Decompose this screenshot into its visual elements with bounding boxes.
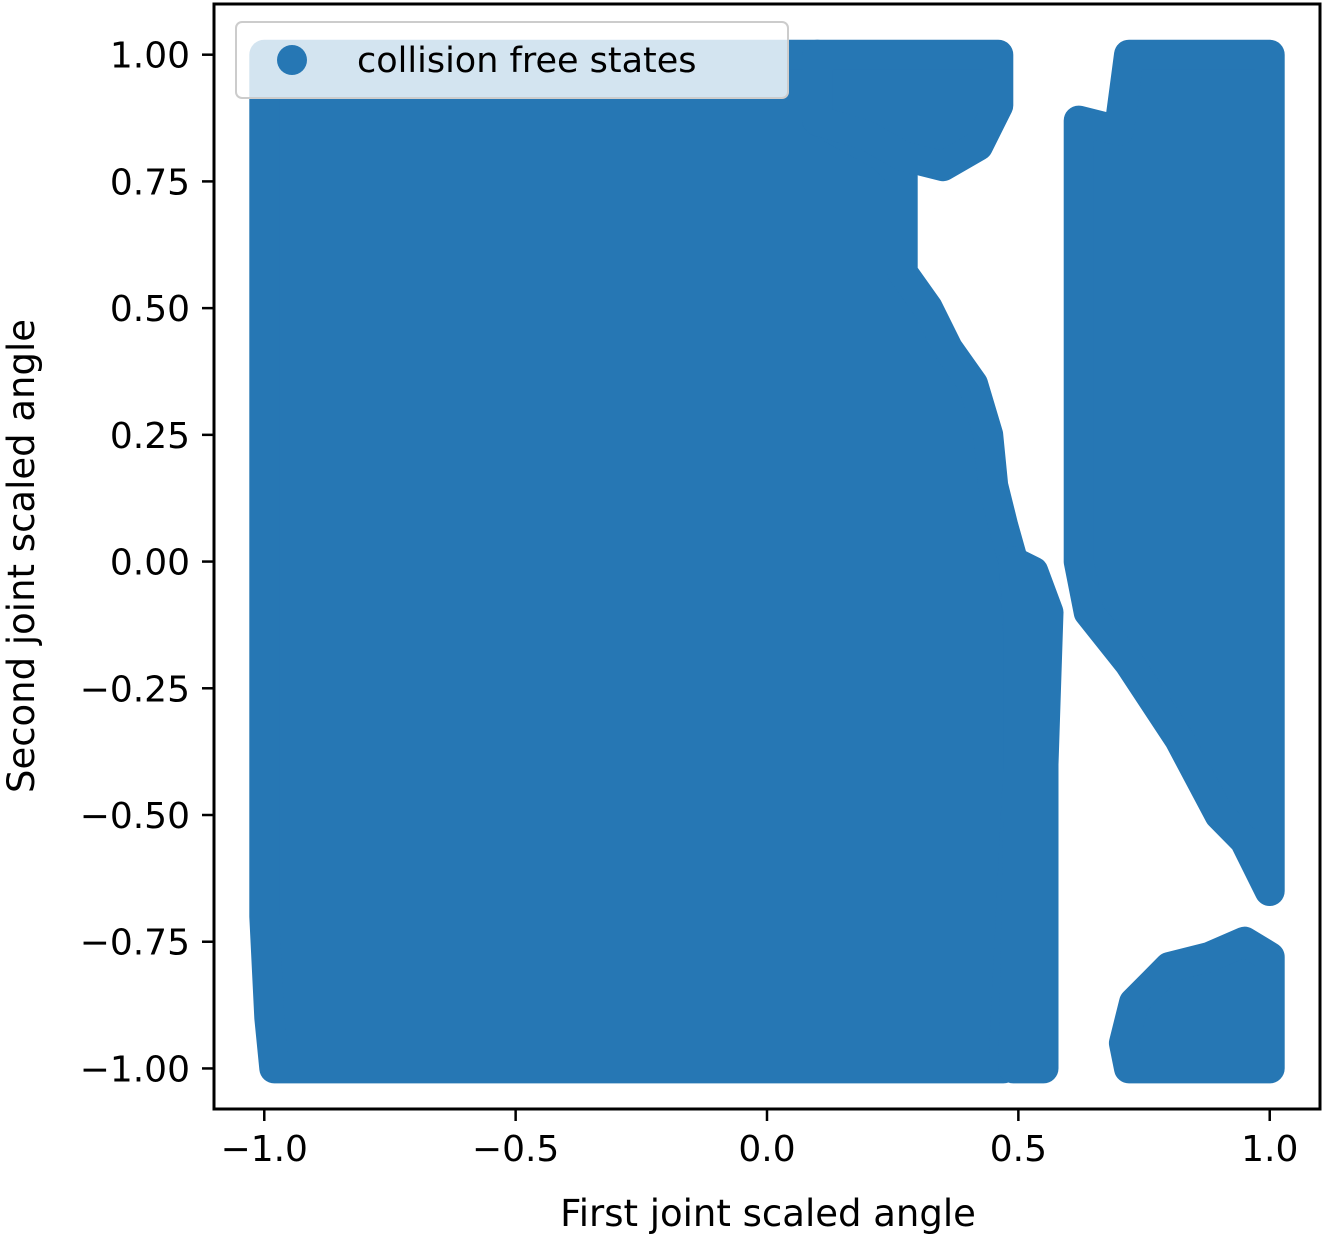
y-tick-label: −0.50	[80, 796, 190, 837]
legend-marker	[277, 45, 307, 75]
scatter-region-2	[802, 39, 1014, 182]
x-tick-label: 1.0	[1241, 1129, 1298, 1170]
y-tick-label: −0.25	[80, 669, 190, 710]
y-axis-label: Second joint scaled angle	[0, 319, 43, 793]
legend-label: collision free states	[357, 41, 697, 81]
legend-box	[235, 21, 789, 99]
y-tick-label: 0.00	[110, 543, 190, 584]
y-tick-label: 1.00	[110, 36, 190, 77]
y-tick-label: −0.75	[80, 923, 190, 964]
x-tick-label: 0.0	[738, 1129, 795, 1170]
legend: collision free states	[235, 21, 789, 99]
x-tick-label: −1.0	[221, 1129, 308, 1170]
x-tick-label: −0.5	[472, 1129, 559, 1170]
y-tick-label: −1.00	[80, 1049, 190, 1090]
y-tick-label: 0.25	[110, 416, 190, 457]
x-tick-label: 0.5	[990, 1129, 1047, 1170]
scatter-region-3	[998, 546, 1064, 1084]
scatter-region-1	[249, 39, 1034, 1084]
x-axis-label: First joint scaled angle	[560, 1192, 976, 1235]
scatter-region-4	[1063, 39, 1285, 906]
scatter-region-5	[1108, 926, 1285, 1084]
y-tick-label: 0.75	[110, 162, 190, 203]
y-tick-label: 0.50	[110, 289, 190, 330]
